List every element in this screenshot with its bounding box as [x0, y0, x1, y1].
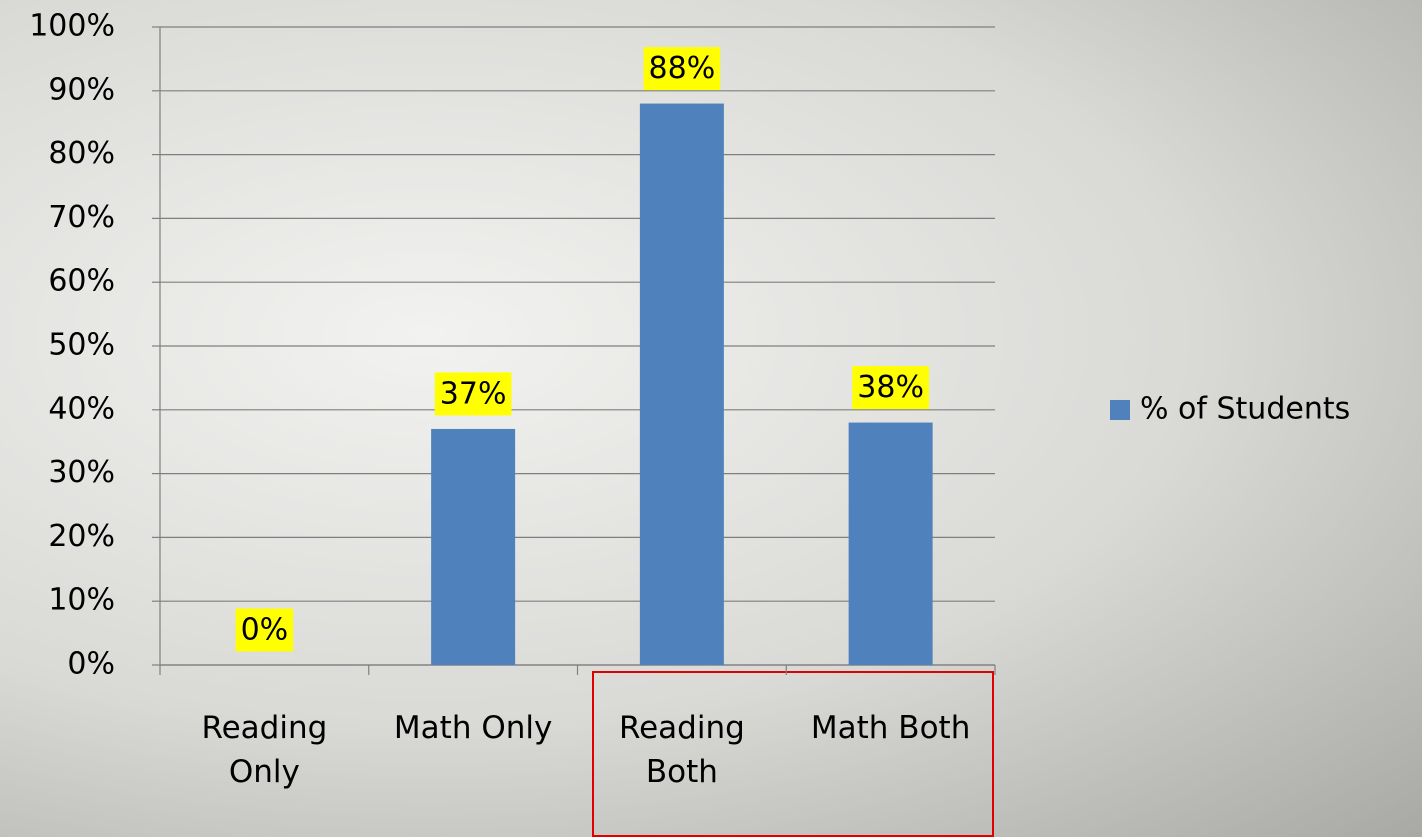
- y-tick-label: 60%: [48, 264, 115, 299]
- value-label: 88%: [649, 51, 716, 86]
- y-tick-label: 20%: [48, 519, 115, 554]
- y-tick-label: 100%: [29, 9, 115, 44]
- value-label: 38%: [857, 370, 924, 405]
- y-tick-label: 40%: [48, 391, 115, 426]
- y-tick-label: 90%: [48, 72, 115, 107]
- bar: [849, 423, 933, 665]
- y-tick-label: 50%: [48, 328, 115, 363]
- y-tick-label: 30%: [48, 455, 115, 490]
- bar: [431, 429, 515, 665]
- value-label: 0%: [241, 613, 289, 648]
- y-tick-label: 10%: [48, 583, 115, 618]
- bar: [640, 104, 724, 665]
- value-label: 37%: [440, 376, 507, 411]
- page: 0% 10% 20% 30% 40% 50% 60% 70% 80% 90% 100% 0% 37% 88…: [0, 0, 1422, 837]
- x-tick-label: Reading Only: [169, 706, 359, 794]
- legend-swatch: [1110, 400, 1130, 420]
- x-tick-label: Reading Both: [587, 706, 777, 794]
- y-tick-label: 80%: [48, 136, 115, 171]
- y-tick-label: 0%: [67, 647, 115, 682]
- legend-label: % of Students: [1140, 392, 1350, 427]
- x-tick-label: Math Both: [796, 706, 986, 750]
- y-tick-label: 70%: [48, 200, 115, 235]
- x-tick-label: Math Only: [378, 706, 568, 750]
